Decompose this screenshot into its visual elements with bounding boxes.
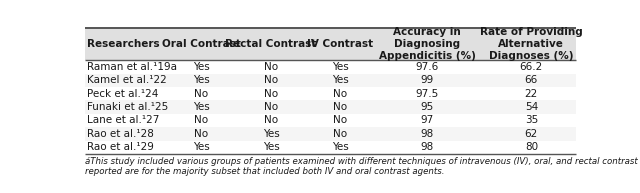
Text: áThis study included various groups of patients examined with different techniqu: áThis study included various groups of p… [85, 157, 640, 176]
Text: 95: 95 [420, 102, 434, 112]
Text: 66.2: 66.2 [520, 62, 543, 72]
Text: No: No [333, 129, 348, 139]
Text: No: No [333, 115, 348, 125]
Text: Yes: Yes [332, 142, 349, 152]
Text: IV Contrast: IV Contrast [307, 39, 374, 49]
Bar [85, 100, 576, 114]
Text: 99: 99 [420, 75, 434, 85]
Text: 22: 22 [525, 89, 538, 99]
Bar [85, 127, 576, 141]
Text: Researchers: Researchers [88, 39, 160, 49]
Text: Raman et al.¹19a: Raman et al.¹19a [88, 62, 177, 72]
Text: 97.6: 97.6 [415, 62, 439, 72]
Text: Yes: Yes [332, 62, 349, 72]
Text: No: No [264, 89, 278, 99]
Text: 98: 98 [420, 142, 434, 152]
Text: Rate of Providing
Alternative
Diagnoses (%): Rate of Providing Alternative Diagnoses … [480, 27, 583, 61]
Text: 54: 54 [525, 102, 538, 112]
Text: Funaki et al.¹25: Funaki et al.¹25 [88, 102, 169, 112]
Text: Peck et al.¹24: Peck et al.¹24 [88, 89, 159, 99]
Text: No: No [195, 115, 209, 125]
Text: Rectal Contrast: Rectal Contrast [225, 39, 317, 49]
Bar [85, 141, 576, 154]
Text: Yes: Yes [262, 129, 279, 139]
Text: Accuracy in
Diagnosing
Appendicitis (%): Accuracy in Diagnosing Appendicitis (%) [379, 27, 476, 61]
Text: No: No [195, 89, 209, 99]
Text: Kamel et al.¹22: Kamel et al.¹22 [88, 75, 167, 85]
Text: Yes: Yes [193, 75, 210, 85]
Text: No: No [264, 75, 278, 85]
Text: Rao et al.¹29: Rao et al.¹29 [88, 142, 154, 152]
Text: 97: 97 [420, 115, 434, 125]
Bar [85, 60, 576, 74]
Bar [85, 28, 576, 60]
Bar [85, 74, 576, 87]
Text: 97.5: 97.5 [415, 89, 439, 99]
Text: No: No [195, 129, 209, 139]
Text: Yes: Yes [193, 62, 210, 72]
Text: No: No [333, 89, 348, 99]
Text: 62: 62 [525, 129, 538, 139]
Bar [85, 114, 576, 127]
Bar [85, 87, 576, 100]
Text: 80: 80 [525, 142, 538, 152]
Text: No: No [264, 102, 278, 112]
Text: 35: 35 [525, 115, 538, 125]
Text: Yes: Yes [193, 142, 210, 152]
Text: Yes: Yes [332, 75, 349, 85]
Text: No: No [264, 115, 278, 125]
Text: No: No [264, 62, 278, 72]
Text: Lane et al.¹27: Lane et al.¹27 [88, 115, 160, 125]
Text: Oral Contrast: Oral Contrast [162, 39, 241, 49]
Text: Yes: Yes [193, 102, 210, 112]
Text: No: No [333, 102, 348, 112]
Text: 98: 98 [420, 129, 434, 139]
Text: 66: 66 [525, 75, 538, 85]
Text: Rao et al.¹28: Rao et al.¹28 [88, 129, 154, 139]
Text: Yes: Yes [262, 142, 279, 152]
